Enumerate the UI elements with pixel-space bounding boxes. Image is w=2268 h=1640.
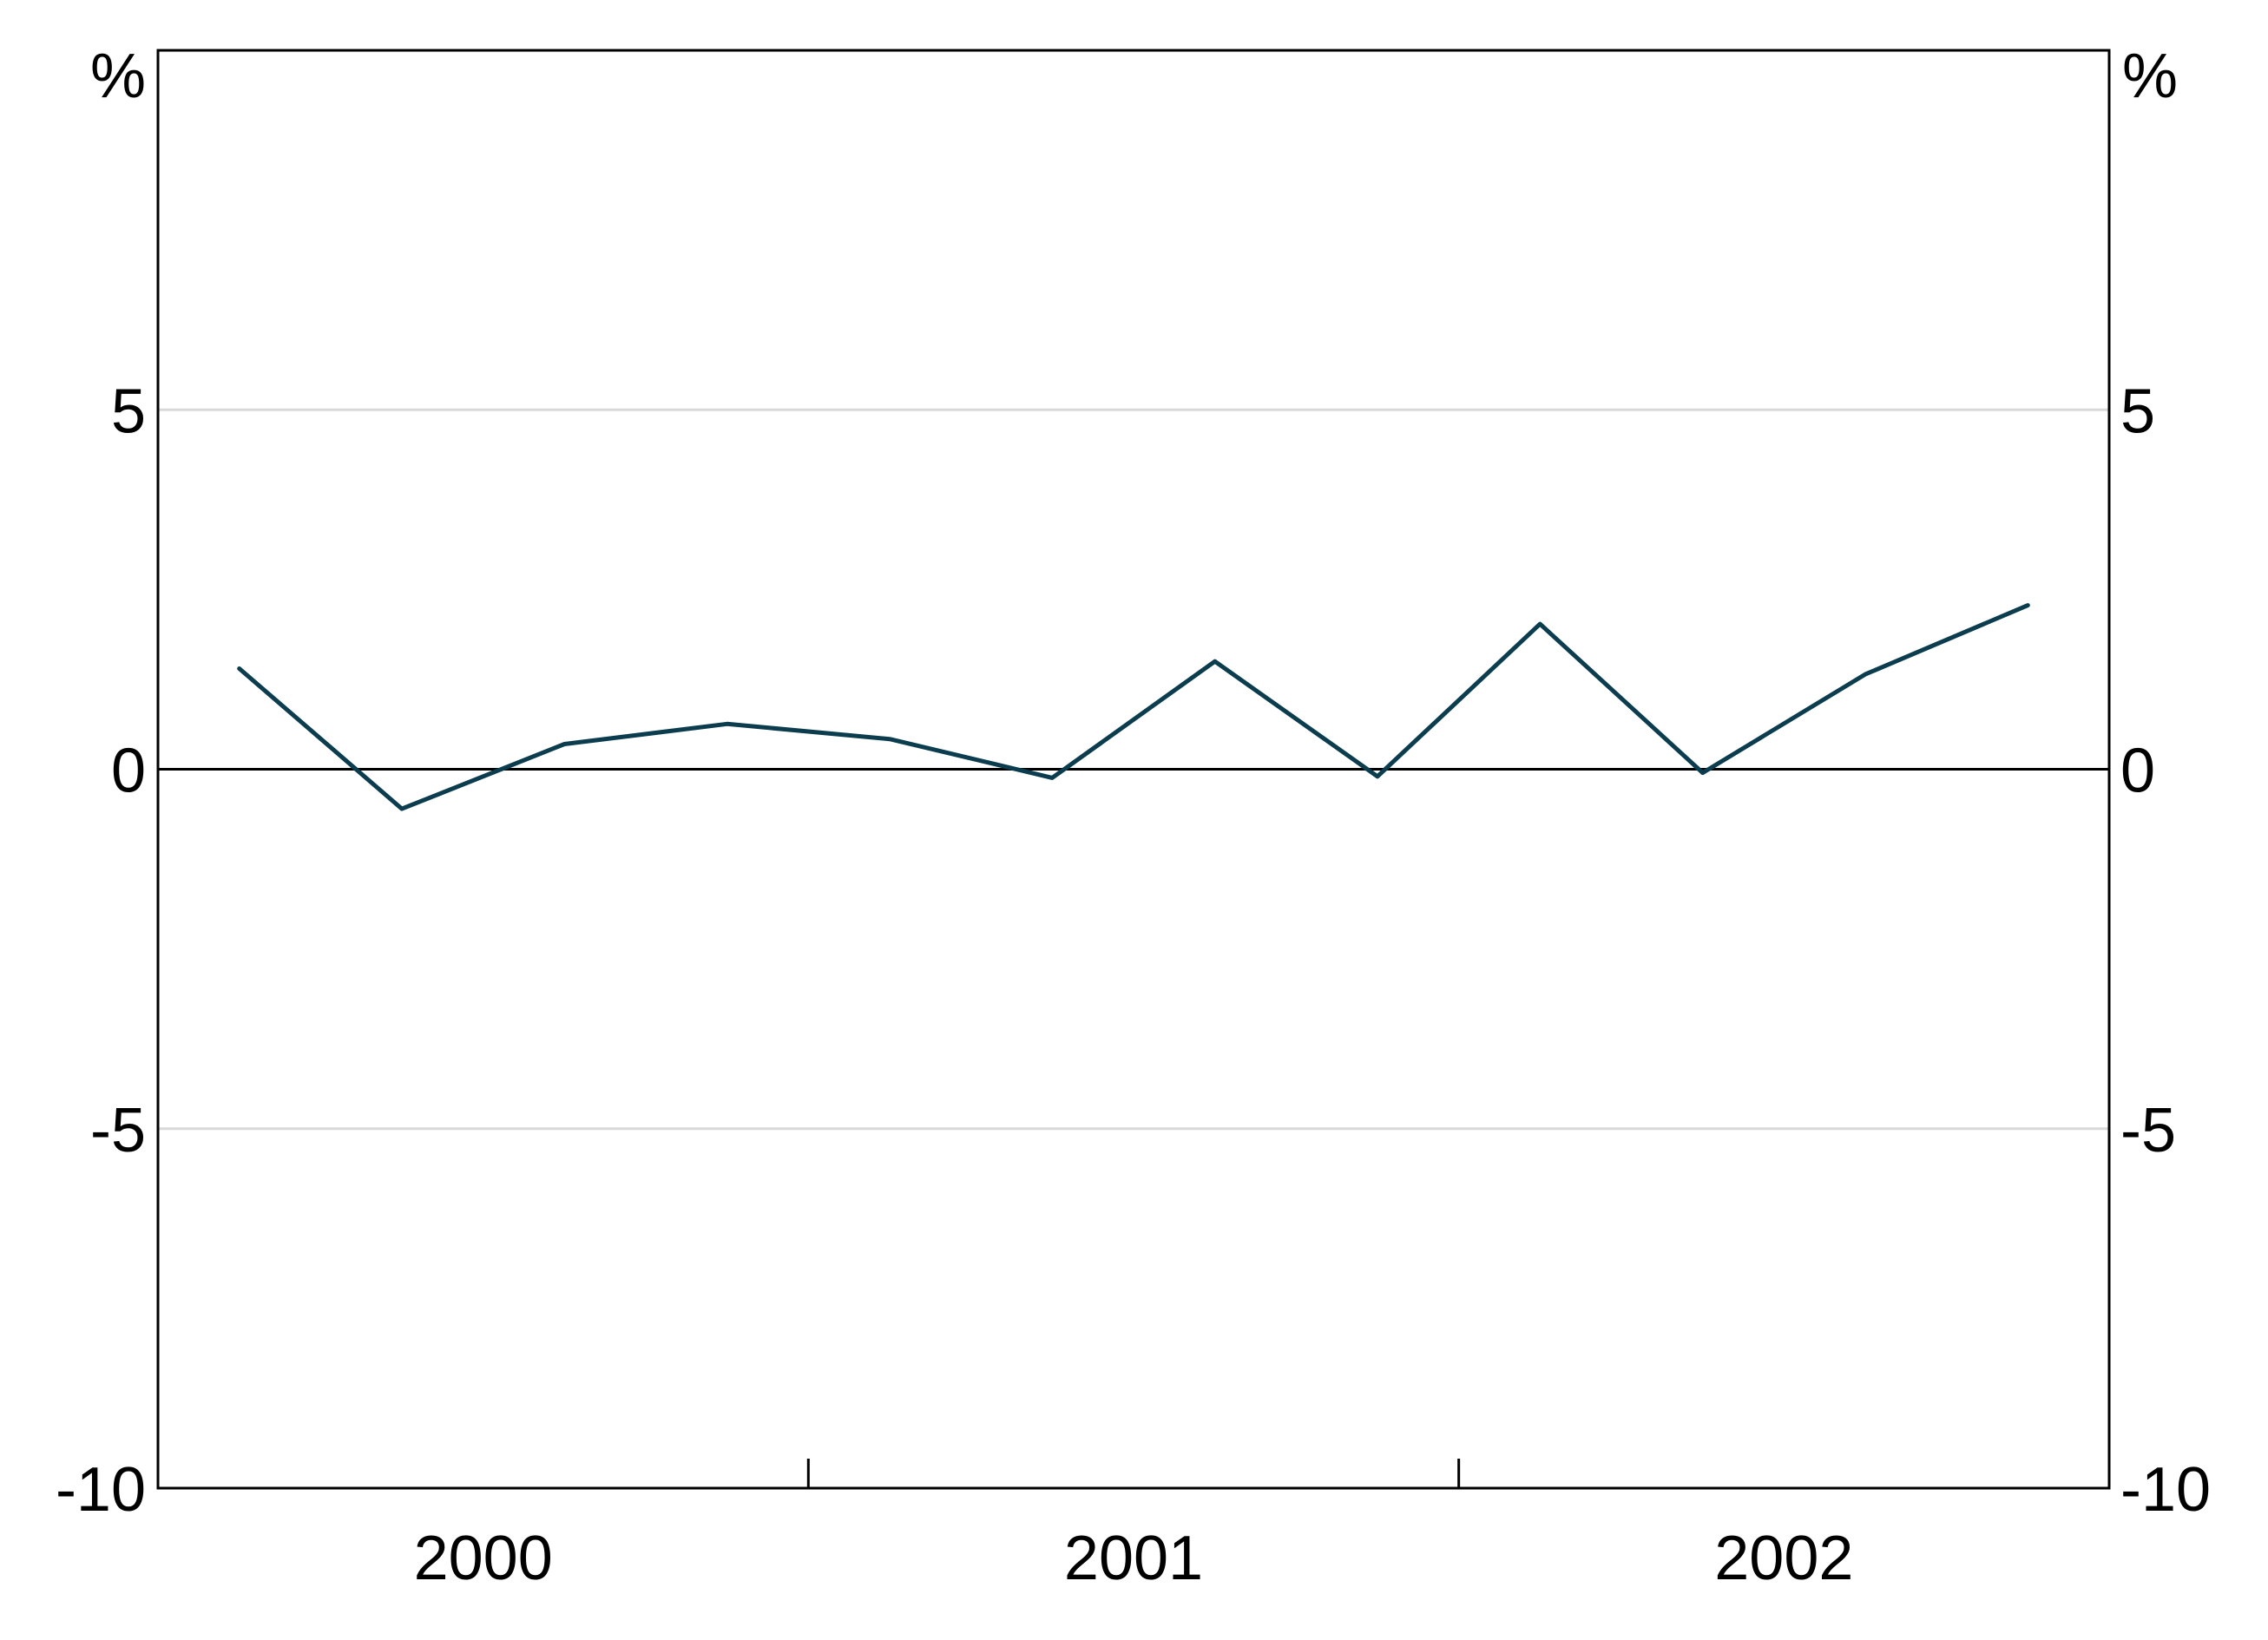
y-tick-label-right: -10 [2120,1455,2211,1525]
y-tick-label-right: 0 [2120,737,2155,806]
y-tick-label-right: 5 [2120,377,2155,446]
y-tick-labels-left: 5 0 -5 -10 [56,377,146,1525]
y-unit-left: % [90,42,146,111]
x-tick-label: 2001 [1064,1524,1203,1593]
x-ticks [806,1459,1461,1488]
y-tick-label-left: 0 [111,737,146,806]
x-tick-label: 2000 [414,1524,553,1593]
y-tick-label-left: -10 [56,1455,146,1525]
series-lines [237,603,2030,811]
series-line [237,603,2030,811]
plot-frame [156,49,2111,1490]
grid-lines [158,408,2109,1131]
y-unit-right: % [2122,42,2178,111]
y-tick-labels-right: 5 0 -5 -10 [2120,377,2211,1525]
x-tick-label: 2002 [1714,1524,1853,1593]
x-tick-labels: 2000 2001 2002 [414,1524,1854,1593]
plot-border [156,49,2111,1490]
y-tick-label-left: -5 [90,1096,146,1165]
y-tick-label-right: -5 [2120,1096,2176,1165]
y-tick-label-left: 5 [111,377,146,446]
